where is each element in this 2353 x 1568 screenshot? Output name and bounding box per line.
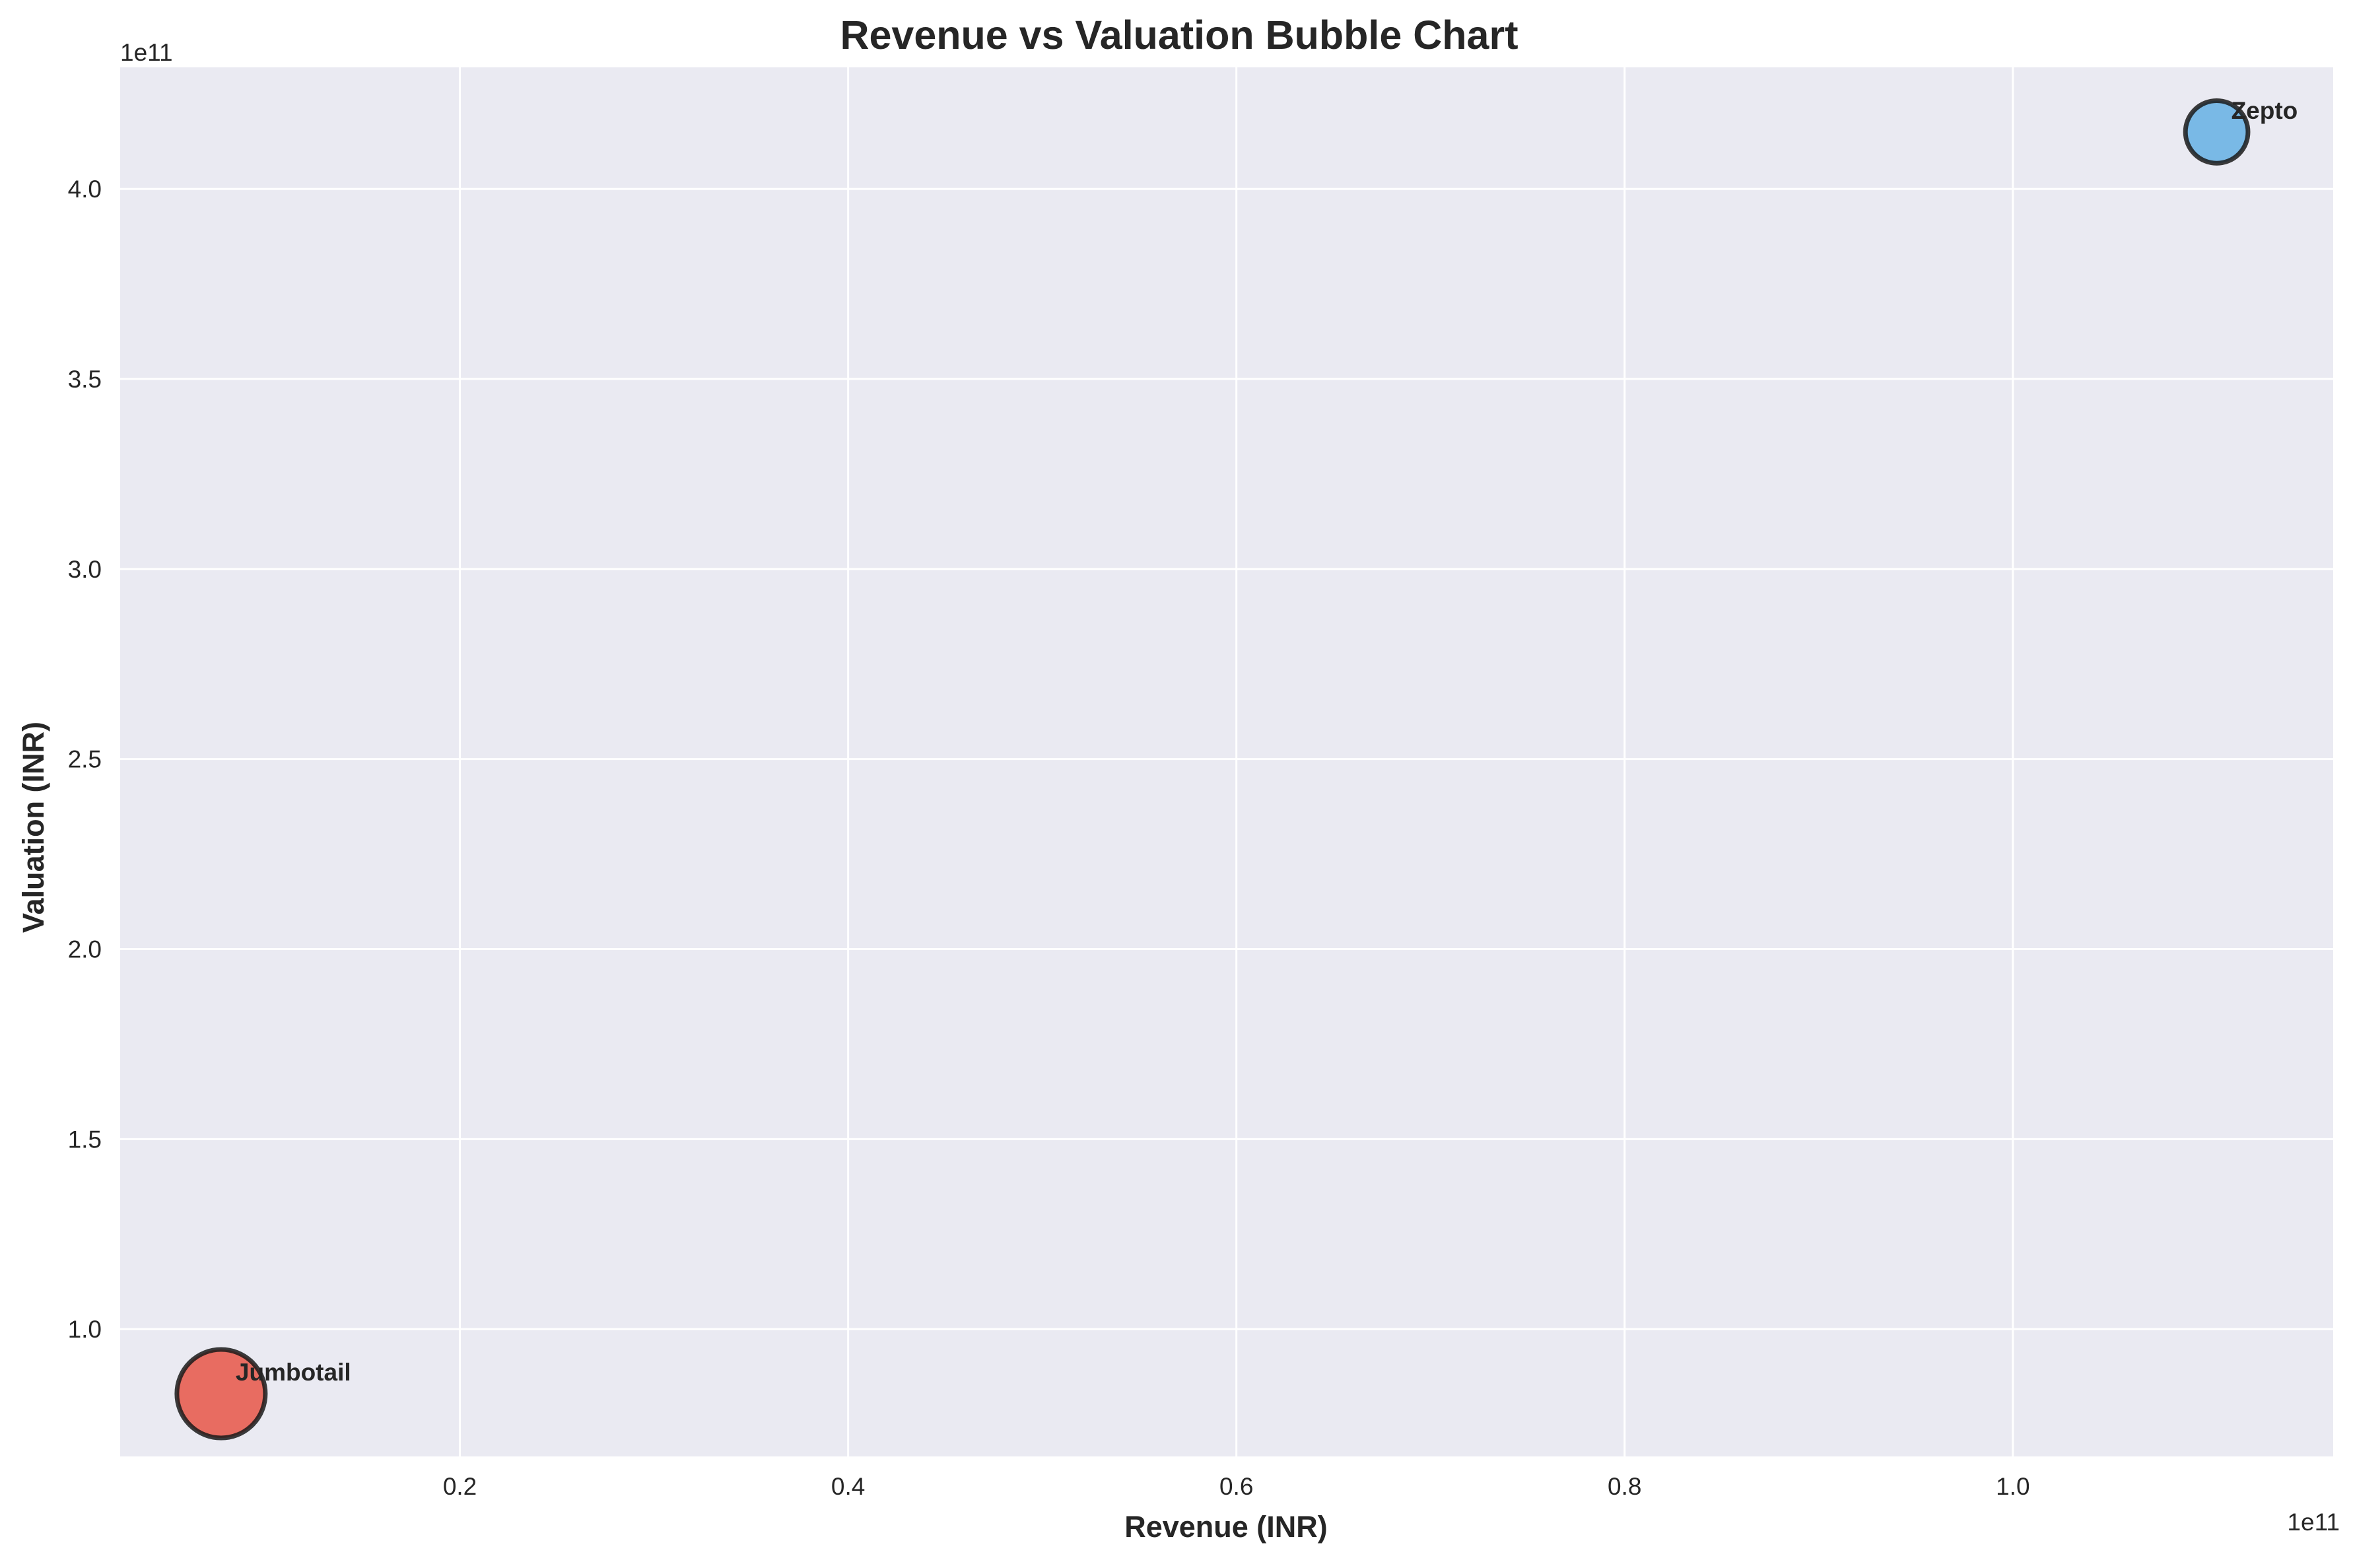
grid-lines <box>120 67 2333 1456</box>
y-tick-label: 3.5 <box>68 366 102 393</box>
y-tick-label: 1.0 <box>68 1316 102 1343</box>
x-axis-label: Revenue (INR) <box>1124 1510 1328 1544</box>
x-tick-label: 0.6 <box>1219 1473 1253 1500</box>
x-tick-label: 0.2 <box>443 1473 477 1500</box>
bubble-zepto <box>2183 98 2251 166</box>
bubble-jumbotail <box>174 1347 268 1441</box>
x-tick-label: 0.4 <box>831 1473 865 1500</box>
chart-title: Revenue vs Valuation Bubble Chart <box>840 13 1518 57</box>
y-tick-label: 2.0 <box>68 936 102 963</box>
y-tick-label: 3.0 <box>68 556 102 583</box>
bubbles <box>174 98 2251 1441</box>
y-tick-label: 1.5 <box>68 1126 102 1153</box>
y-axis-offset-text: 1e11 <box>120 39 173 66</box>
y-tick-label: 4.0 <box>68 176 102 203</box>
plot-area <box>120 67 2333 1456</box>
y-tick-label: 2.5 <box>68 746 102 773</box>
x-tick-label: 0.8 <box>1608 1473 1641 1500</box>
x-tick-label: 1.0 <box>1996 1473 2029 1500</box>
tick-labels: 0.2 0.4 0.6 0.8 1.0 1.0 1.5 2.0 2.5 3.0 3.5 4.0 <box>68 176 2030 1500</box>
point-label-jumbotail: Jumbotail <box>236 1359 351 1386</box>
y-axis-label: Valuation (INR) <box>17 722 50 933</box>
point-labels: Jumbotail Zepto <box>236 97 2298 1386</box>
x-axis-offset-text: 1e11 <box>2287 1509 2340 1536</box>
point-label-zepto: Zepto <box>2232 97 2298 124</box>
